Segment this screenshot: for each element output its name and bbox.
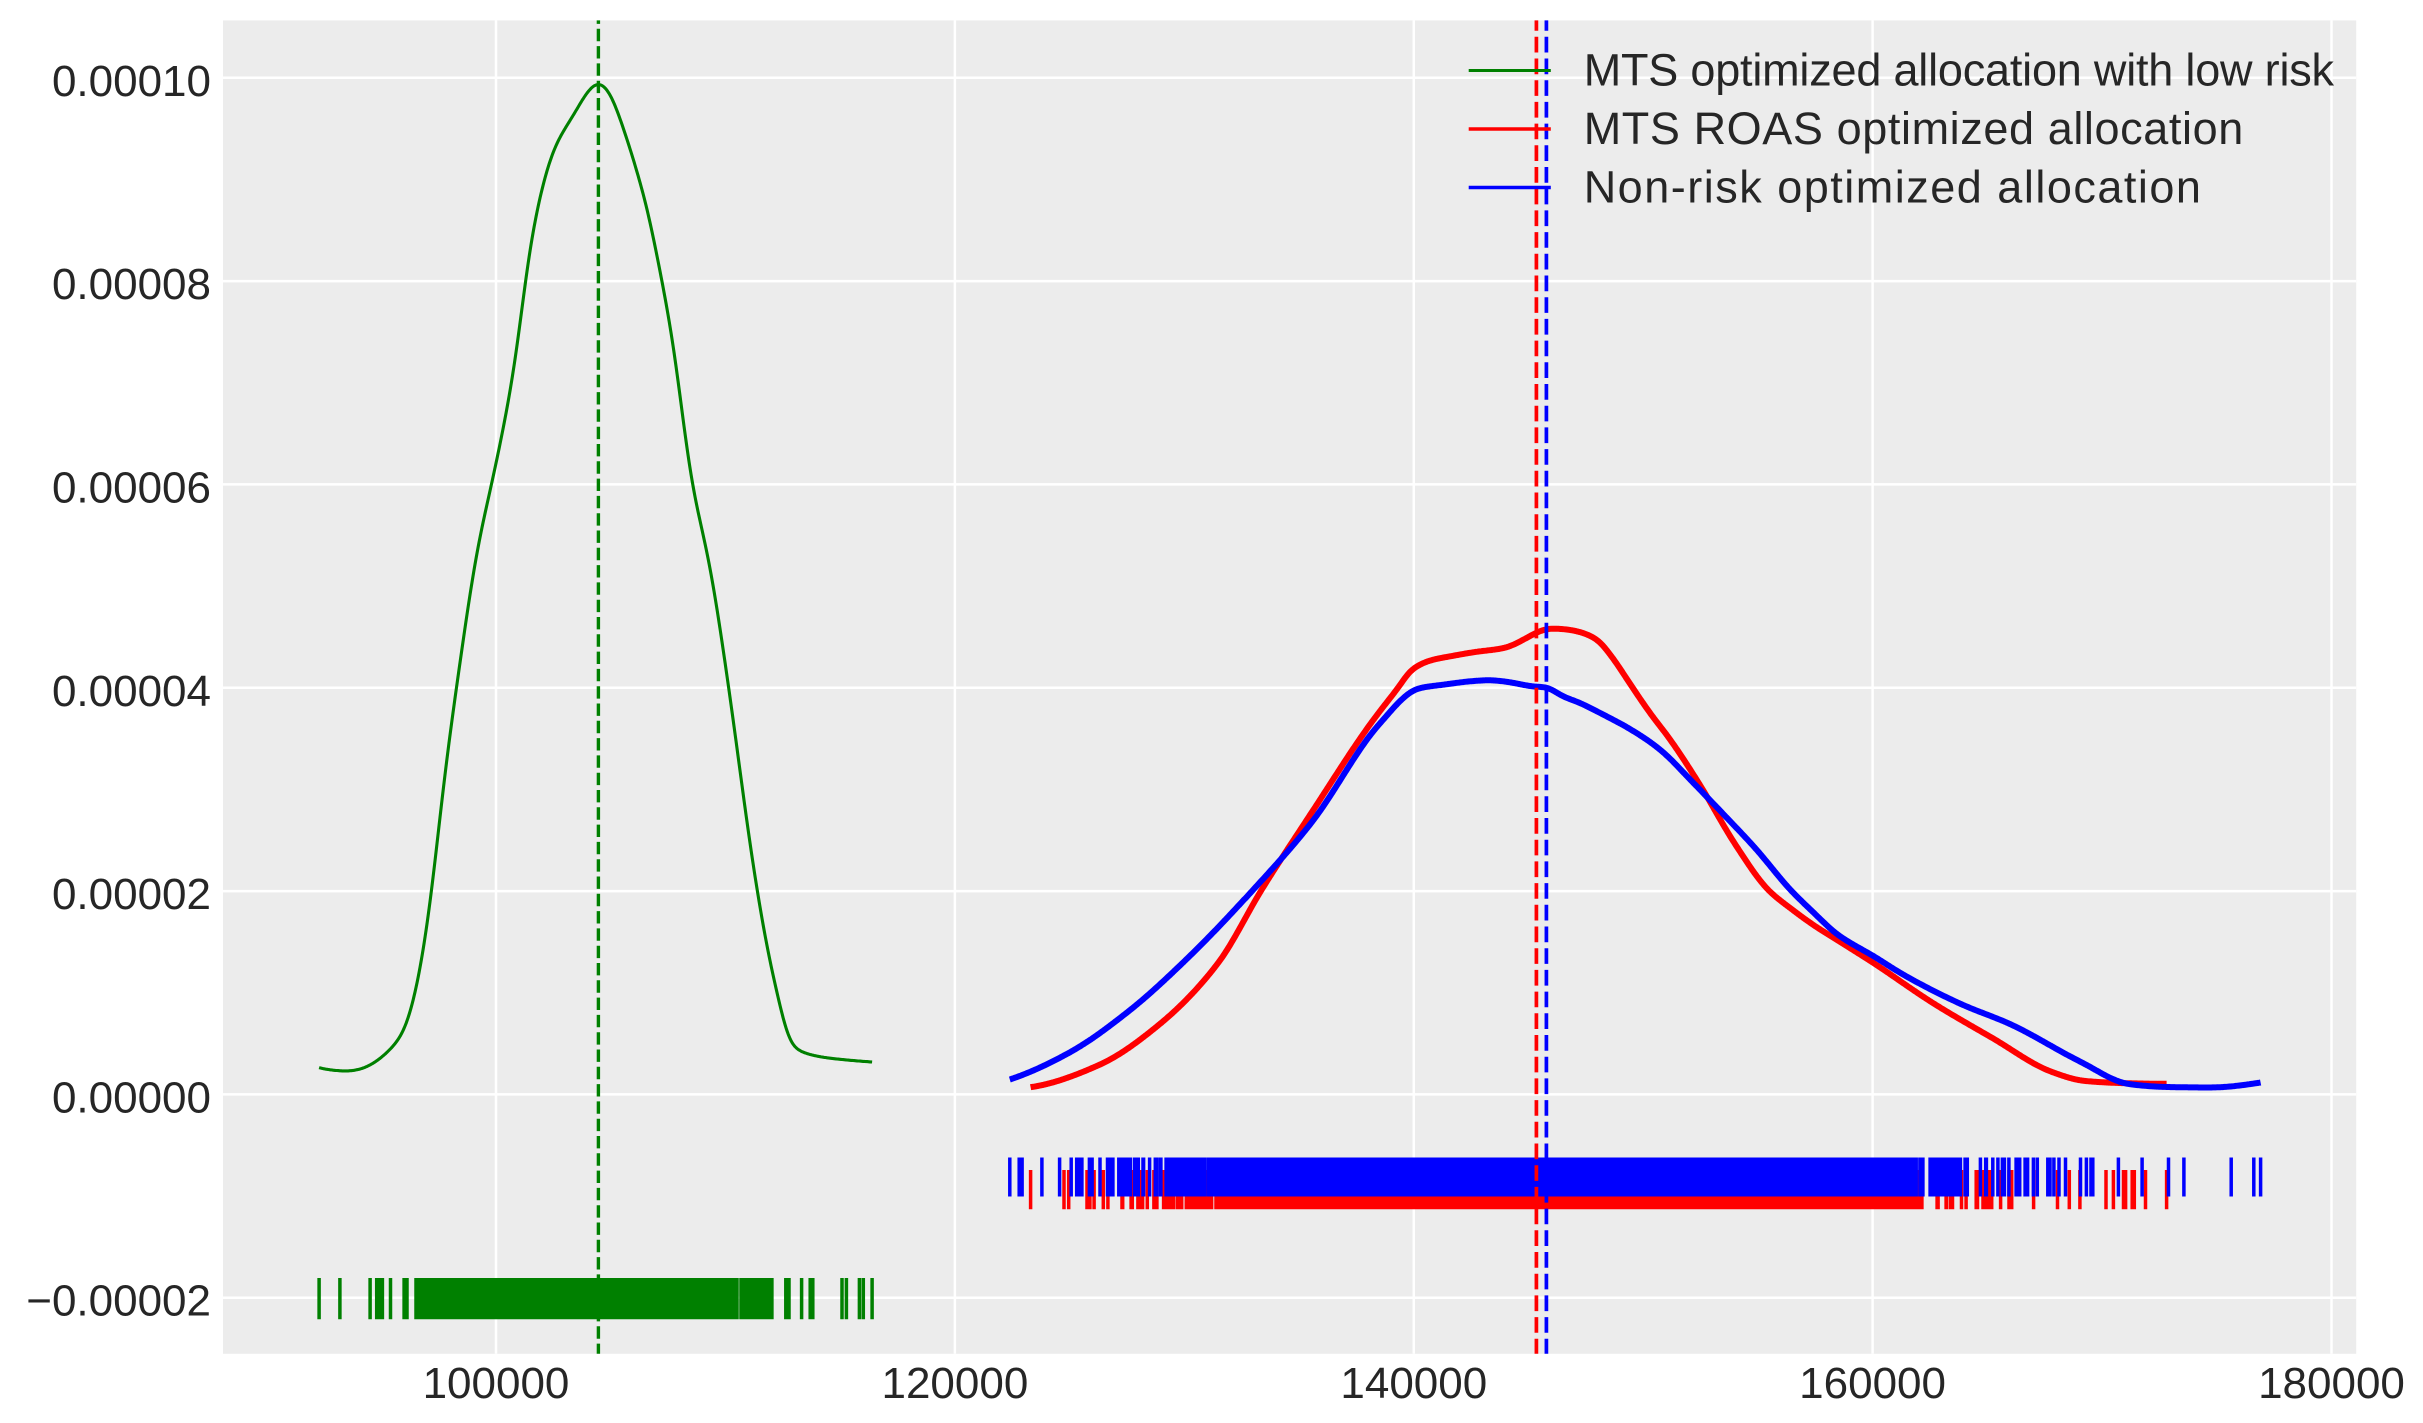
svg-text:0.00006: 0.00006: [52, 463, 211, 512]
svg-text:0.00002: 0.00002: [52, 870, 211, 919]
svg-text:100000: 100000: [423, 1359, 570, 1408]
svg-text:−0.00002: −0.00002: [26, 1277, 211, 1326]
svg-text:0.00008: 0.00008: [52, 260, 211, 309]
svg-text:0.00000: 0.00000: [52, 1073, 211, 1122]
svg-text:0.00010: 0.00010: [52, 57, 211, 106]
svg-text:MTS optimized allocation with: MTS optimized allocation with low risk: [1584, 45, 2335, 96]
svg-text:140000: 140000: [1340, 1359, 1487, 1408]
svg-text:0.00004: 0.00004: [52, 667, 211, 716]
svg-text:MTS ROAS optimized allocation: MTS ROAS optimized allocation: [1584, 103, 2244, 154]
svg-text:160000: 160000: [1799, 1359, 1946, 1408]
svg-text:180000: 180000: [2258, 1359, 2405, 1408]
svg-text:120000: 120000: [881, 1359, 1028, 1408]
svg-text:Non-risk optimized allocation: Non-risk optimized allocation: [1584, 162, 2203, 213]
